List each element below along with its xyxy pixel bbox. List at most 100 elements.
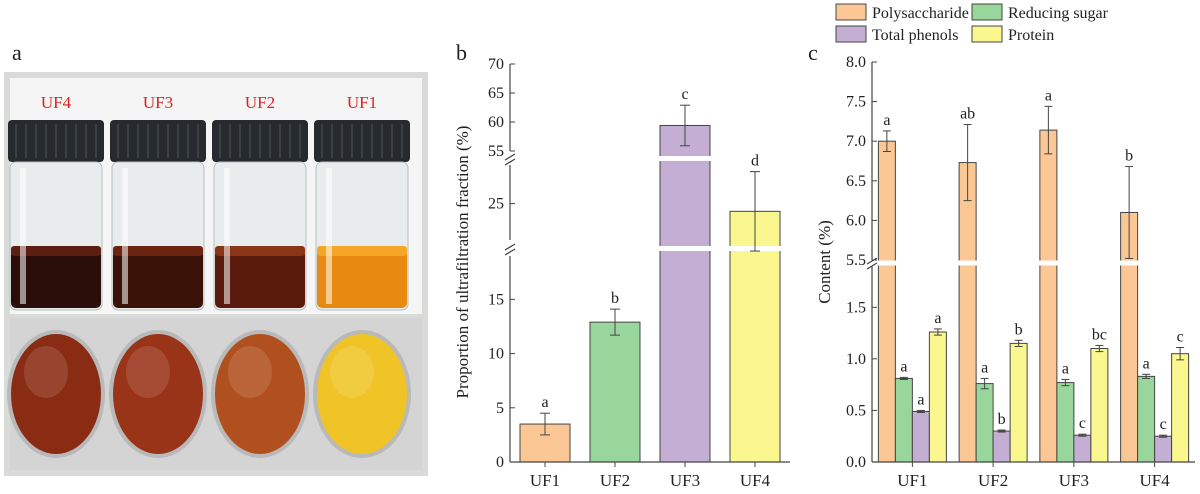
vial-highlight [224, 168, 230, 304]
significance-letter: a [917, 391, 924, 408]
axis-break-mark [504, 248, 516, 256]
significance-letter: b [998, 411, 1006, 428]
significance-letter: a [883, 112, 890, 129]
bar-uf3 [659, 124, 711, 463]
significance-letter: c [681, 86, 688, 103]
plate-sheen [126, 346, 170, 398]
bar-reducing-sugar-uf1 [894, 377, 913, 463]
axis-break-mark [866, 262, 878, 270]
legend-entry: Protein [1008, 27, 1054, 44]
bar-protein-uf1 [928, 331, 947, 463]
significance-letter: c [1079, 415, 1086, 432]
y-tick-label: 65 [488, 85, 504, 102]
plate-sheen [24, 346, 68, 398]
legend-entry: Reducing sugar [1008, 5, 1109, 22]
y-tick-label: 10 [488, 346, 504, 363]
plate-sheen [228, 346, 272, 398]
y-tick-label: 1.5 [846, 299, 866, 316]
axis-break-mark [504, 243, 516, 251]
y-tick-label: 6.0 [846, 212, 866, 229]
plate-sheen [330, 346, 374, 398]
chart-b: a UF1 b UF2 c UF3 d UF4 0 5 10 15 25 55 60 65 70 Proporti… [453, 56, 790, 490]
vial-label-uf3: UF3 [143, 93, 173, 112]
significance-letter: ab [960, 106, 975, 123]
axis-break-mark [866, 257, 878, 265]
vial-liquid-surface [11, 246, 101, 256]
vial-liquid [113, 250, 203, 308]
significance-letter: b [1015, 321, 1023, 338]
vial-label-uf4: UF4 [41, 93, 72, 112]
vial-highlight [122, 168, 128, 304]
y-tick-label: 60 [488, 114, 504, 131]
y-tick-label: 0.0 [846, 454, 866, 471]
bar-total-phenols-uf4 [1154, 435, 1173, 463]
y-tick-label: 5 [496, 400, 504, 417]
x-tick-label: UF1 [897, 471, 927, 490]
chart-c: aaaaUF1ababbUF2aacbcUF3baccUF40.00.51.01… [815, 3, 1195, 490]
legend-swatch [971, 3, 1003, 21]
bar-break-gap [958, 260, 978, 266]
vial-highlight [326, 168, 332, 304]
y-tick-label: 7.0 [846, 133, 866, 150]
axis-break-mark [504, 153, 516, 161]
bar-total-phenols-uf2 [992, 430, 1011, 463]
bar-total-phenols-uf3 [1073, 434, 1092, 463]
y-tick-label: 70 [488, 56, 504, 73]
vial-label-uf1: UF1 [347, 93, 377, 112]
y-tick-label: 6.5 [846, 173, 866, 190]
x-tick-label: UF2 [600, 471, 630, 490]
bar-total-phenols-uf1 [911, 410, 930, 463]
significance-letter: c [1160, 416, 1167, 433]
significance-letter: a [541, 394, 548, 411]
significance-letter: a [1143, 355, 1150, 372]
y-tick-label: 15 [488, 291, 504, 308]
vial-liquid [215, 250, 305, 308]
bar-break-gap [659, 156, 711, 161]
plate-content-uf2 [215, 334, 305, 454]
panel-label-b: b [456, 40, 467, 65]
legend-swatch [971, 25, 1003, 43]
legend-swatch [835, 25, 867, 43]
x-tick-label: UF3 [1059, 471, 1089, 490]
panel-label-c: c [808, 40, 818, 65]
bar-protein-uf4 [1171, 353, 1190, 463]
bar-reducing-sugar-uf2 [975, 383, 994, 463]
vial-liquid [11, 250, 101, 308]
bar-break-gap [659, 246, 711, 251]
legend-swatch [835, 3, 867, 21]
y-axis-label: Content (%) [815, 220, 834, 304]
x-tick-label: UF3 [670, 471, 700, 490]
bar-polysaccharide-uf1 [877, 140, 896, 463]
y-tick-label: 25 [488, 196, 504, 213]
legend-entry: Total phenols [872, 27, 958, 44]
vial-label-uf2: UF2 [245, 93, 275, 112]
y-axis-label: Proportion of ultrafiltration fraction (… [453, 126, 472, 399]
bar-break-gap [877, 260, 897, 266]
panel-label-a: a [12, 40, 22, 65]
bar-uf4 [729, 210, 781, 463]
y-tick-label: 1.0 [846, 351, 866, 368]
bar-uf2 [589, 321, 641, 463]
y-tick-label: 7.5 [846, 94, 866, 111]
significance-letter: a [1062, 360, 1069, 377]
vial-highlight [20, 168, 26, 304]
bar-protein-uf3 [1090, 348, 1109, 463]
x-tick-label: UF4 [740, 471, 771, 490]
legend-entry: Polysaccharide [872, 5, 969, 22]
significance-letter: a [934, 310, 941, 327]
significance-letter: a [981, 359, 988, 376]
vial-liquid [317, 250, 407, 308]
bar-reducing-sugar-uf3 [1056, 382, 1075, 463]
significance-letter: a [1045, 87, 1052, 104]
significance-letter: b [611, 290, 619, 307]
significance-letter: c [1177, 328, 1184, 345]
x-tick-label: UF4 [1140, 471, 1171, 490]
bar-reducing-sugar-uf4 [1137, 375, 1156, 463]
x-tick-label: UF2 [978, 471, 1008, 490]
bar-polysaccharide-uf3 [1039, 129, 1058, 463]
significance-letter: a [900, 358, 907, 375]
bar-polysaccharide-uf2 [958, 162, 977, 463]
bar-protein-uf2 [1009, 342, 1028, 463]
vial-liquid-surface [215, 246, 305, 256]
significance-letter: b [1125, 148, 1133, 165]
